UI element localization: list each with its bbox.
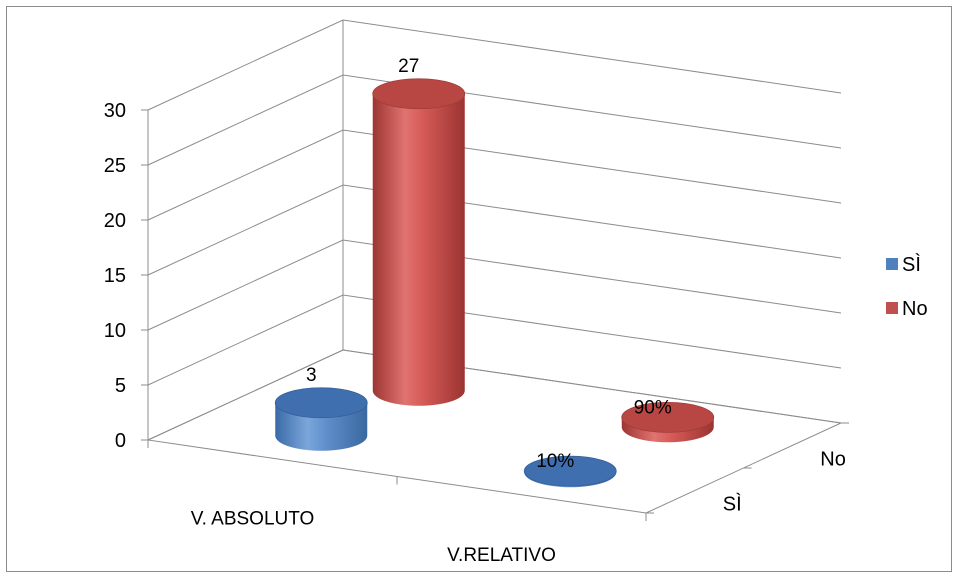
floor-outline (147, 349, 843, 514)
y-tick-label: 5 (115, 375, 126, 397)
y-tick-label: 15 (104, 265, 126, 287)
depth-category-label: SÌ (723, 493, 742, 516)
legend-swatch (886, 302, 898, 314)
chart-frame (6, 6, 952, 572)
y-tick-label: 20 (104, 210, 126, 232)
gridlines (141, 19, 842, 441)
data-label: 3 (306, 365, 317, 386)
gridline (147, 74, 842, 166)
x-axis-ticks: V. ABSOLUTO V.RELATIVO (147, 440, 647, 566)
depth-category-label: No (820, 449, 846, 471)
data-label: 10% (536, 451, 574, 472)
bar-no-0 (372, 78, 466, 406)
x-category-label: V. ABSOLUTO (191, 508, 315, 529)
bar-no-1 (621, 401, 715, 443)
data-label: 27 (398, 56, 419, 77)
gridline (147, 129, 842, 221)
data-label: 90% (634, 397, 672, 418)
x-category-label: V.RELATIVO (447, 545, 556, 566)
legend-label: SÌ (902, 253, 921, 276)
gridline (147, 349, 842, 441)
bar-top (523, 455, 617, 487)
bars (274, 78, 715, 488)
chart-walls (147, 20, 843, 514)
depth-axis-ticks: SÌ No (646, 422, 849, 516)
gridline (147, 19, 842, 111)
bar-sì-1 (523, 455, 617, 488)
y-tick-label: 30 (104, 100, 126, 122)
gridline (147, 294, 842, 386)
y-axis-ticks: 0 5 10 15 20 25 30 (104, 100, 126, 452)
data-labels: 27 90% 3 10% (306, 56, 672, 472)
bar-top (372, 78, 466, 110)
y-tick-label: 0 (115, 430, 126, 452)
bar-top (274, 387, 368, 419)
bar-top (621, 401, 715, 433)
legend-swatch (886, 258, 898, 270)
gridline (147, 184, 842, 276)
legend: SÌ No (886, 253, 928, 320)
bar-body (372, 93, 465, 406)
bar-sì-0 (274, 387, 368, 451)
y-tick-label: 25 (104, 155, 126, 177)
y-tick-label: 10 (104, 320, 126, 342)
legend-label: No (902, 298, 928, 320)
gridline (147, 239, 842, 331)
